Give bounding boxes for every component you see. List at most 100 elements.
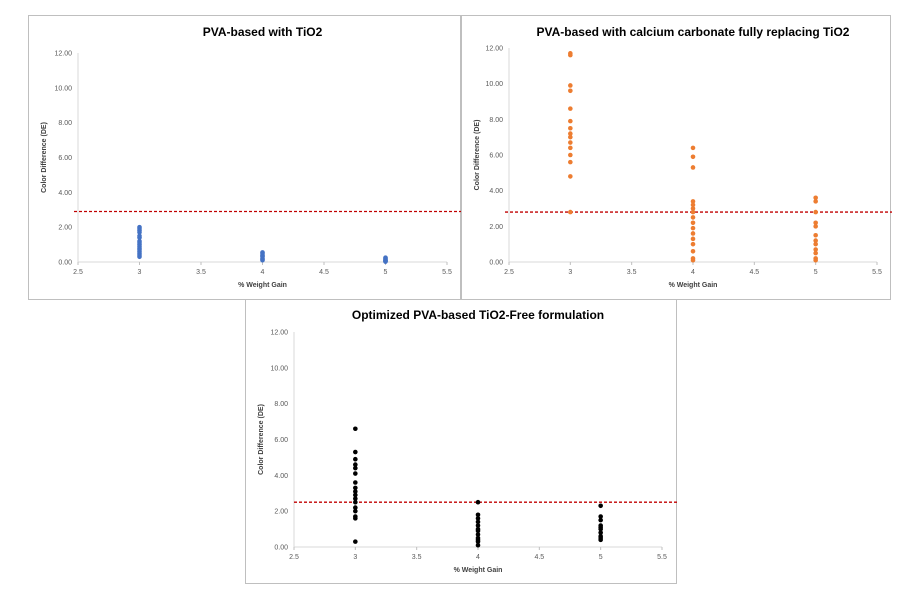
y-axis-label: Color Difference (DE) [474, 120, 481, 191]
y-axis-label: Color Difference (DE) [41, 122, 48, 193]
data-point [353, 508, 358, 514]
data-point [813, 232, 818, 238]
x-tick-label: 5.5 [442, 269, 452, 276]
y-tick-label: 8.00 [489, 117, 503, 124]
data-point [690, 225, 696, 231]
data-point [813, 257, 818, 263]
data-point [353, 499, 358, 505]
data-point [475, 539, 481, 544]
data-point [475, 542, 481, 548]
data-point [475, 528, 481, 534]
y-tick-label: 10.00 [54, 85, 72, 92]
data-point [475, 516, 481, 521]
x-tick-label: 3 [353, 554, 357, 561]
y-tick-label: 2.00 [274, 509, 288, 516]
x-tick-label: 2.5 [289, 554, 299, 561]
data-point [353, 539, 358, 544]
x-tick-label: 5 [814, 269, 818, 276]
y-tick-label: 6.00 [274, 437, 288, 444]
data-point [353, 456, 358, 462]
data-point [813, 220, 818, 226]
data-point [813, 241, 818, 247]
data-point [690, 257, 696, 263]
x-axis-label: % Weight Gain [454, 567, 503, 574]
data-point [813, 247, 818, 252]
y-tick-label: 0.00 [274, 545, 288, 552]
chart-panel-tio2: PVA-based with TiO2 0.00 2.00 4.00 6.00 8.00 1… [28, 15, 462, 300]
y-tick-label: 10.00 [270, 365, 288, 372]
data-point [568, 88, 573, 94]
data-point [813, 195, 818, 201]
y-tick-label: 8.00 [58, 120, 72, 127]
data-point [568, 118, 573, 124]
chart-title: PVA-based with calcium carbonate fully r… [537, 25, 850, 39]
data-point [690, 241, 696, 247]
x-tick-label: 4.5 [319, 269, 329, 276]
y-tick-label: 12.00 [485, 46, 503, 53]
y-tick-label: 2.00 [489, 224, 503, 231]
data-point [690, 209, 696, 215]
data-point [568, 125, 573, 131]
data-point [568, 174, 573, 179]
y-tick-label: 0.00 [489, 260, 503, 267]
data-point [137, 233, 142, 239]
y-tick-label: 10.00 [485, 81, 503, 88]
x-tick-label: 2.5 [504, 269, 514, 276]
data-point [568, 159, 573, 165]
y-tick-label: 12.00 [270, 330, 288, 337]
x-tick-label: 5.5 [657, 554, 667, 561]
x-tick-label: 4.5 [749, 269, 759, 276]
y-tick-label: 6.00 [58, 155, 72, 162]
data-point [137, 224, 142, 230]
data-point [813, 199, 818, 204]
data-point [475, 519, 481, 525]
chart-svg-tio2: PVA-based with TiO2 0.00 2.00 4.00 6.00 8.00 1… [41, 25, 462, 289]
data-point [813, 209, 818, 215]
data-point [137, 238, 142, 244]
data-point [813, 224, 818, 229]
chart-title: Optimized PVA-based TiO2-Free formulatio… [352, 308, 604, 322]
chart-panel-calcium-carbonate: PVA-based with calcium carbonate fully r… [461, 15, 892, 300]
x-axis-label: % Weight Gain [238, 282, 287, 289]
data-point [598, 514, 603, 519]
data-point [353, 471, 358, 476]
y-tick-label: 6.00 [489, 153, 503, 160]
data-point [475, 523, 481, 528]
chart-panel-tio2-free: Optimized PVA-based TiO2-Free formulatio… [245, 299, 678, 584]
data-point [568, 145, 573, 151]
data-point [568, 209, 573, 215]
data-point [568, 131, 573, 136]
data-point [568, 83, 573, 88]
chart-svg-tio2-free: Optimized PVA-based TiO2-Free formulatio… [258, 308, 678, 574]
data-point [813, 238, 818, 243]
x-tick-label: 3 [138, 269, 142, 276]
data-point [353, 516, 358, 521]
data-point [598, 517, 603, 523]
x-tick-label: 3.5 [627, 269, 637, 276]
y-tick-label: 4.00 [274, 473, 288, 480]
data-point [690, 231, 696, 236]
data-point [353, 485, 358, 491]
data-point [353, 489, 358, 494]
data-point [598, 526, 603, 532]
y-tick-label: 2.00 [58, 225, 72, 232]
x-tick-label: 3.5 [412, 554, 422, 561]
y-tick-label: 0.00 [58, 260, 72, 267]
data-point [690, 220, 696, 226]
x-tick-label: 2.5 [73, 269, 83, 276]
data-point [353, 465, 358, 471]
data-point [813, 250, 818, 256]
data-point [383, 255, 388, 260]
x-tick-label: 4 [691, 269, 695, 276]
data-point [353, 480, 358, 485]
x-tick-label: 5 [599, 554, 603, 561]
data-point [690, 145, 696, 151]
x-tick-label: 4 [261, 269, 265, 276]
chart-svg-calcium-carbonate: PVA-based with calcium carbonate fully r… [474, 25, 892, 289]
data-point [353, 462, 358, 467]
data-point [598, 503, 603, 509]
data-point [353, 426, 358, 432]
data-point [690, 199, 696, 204]
data-point [568, 106, 573, 111]
data-point [690, 236, 696, 242]
